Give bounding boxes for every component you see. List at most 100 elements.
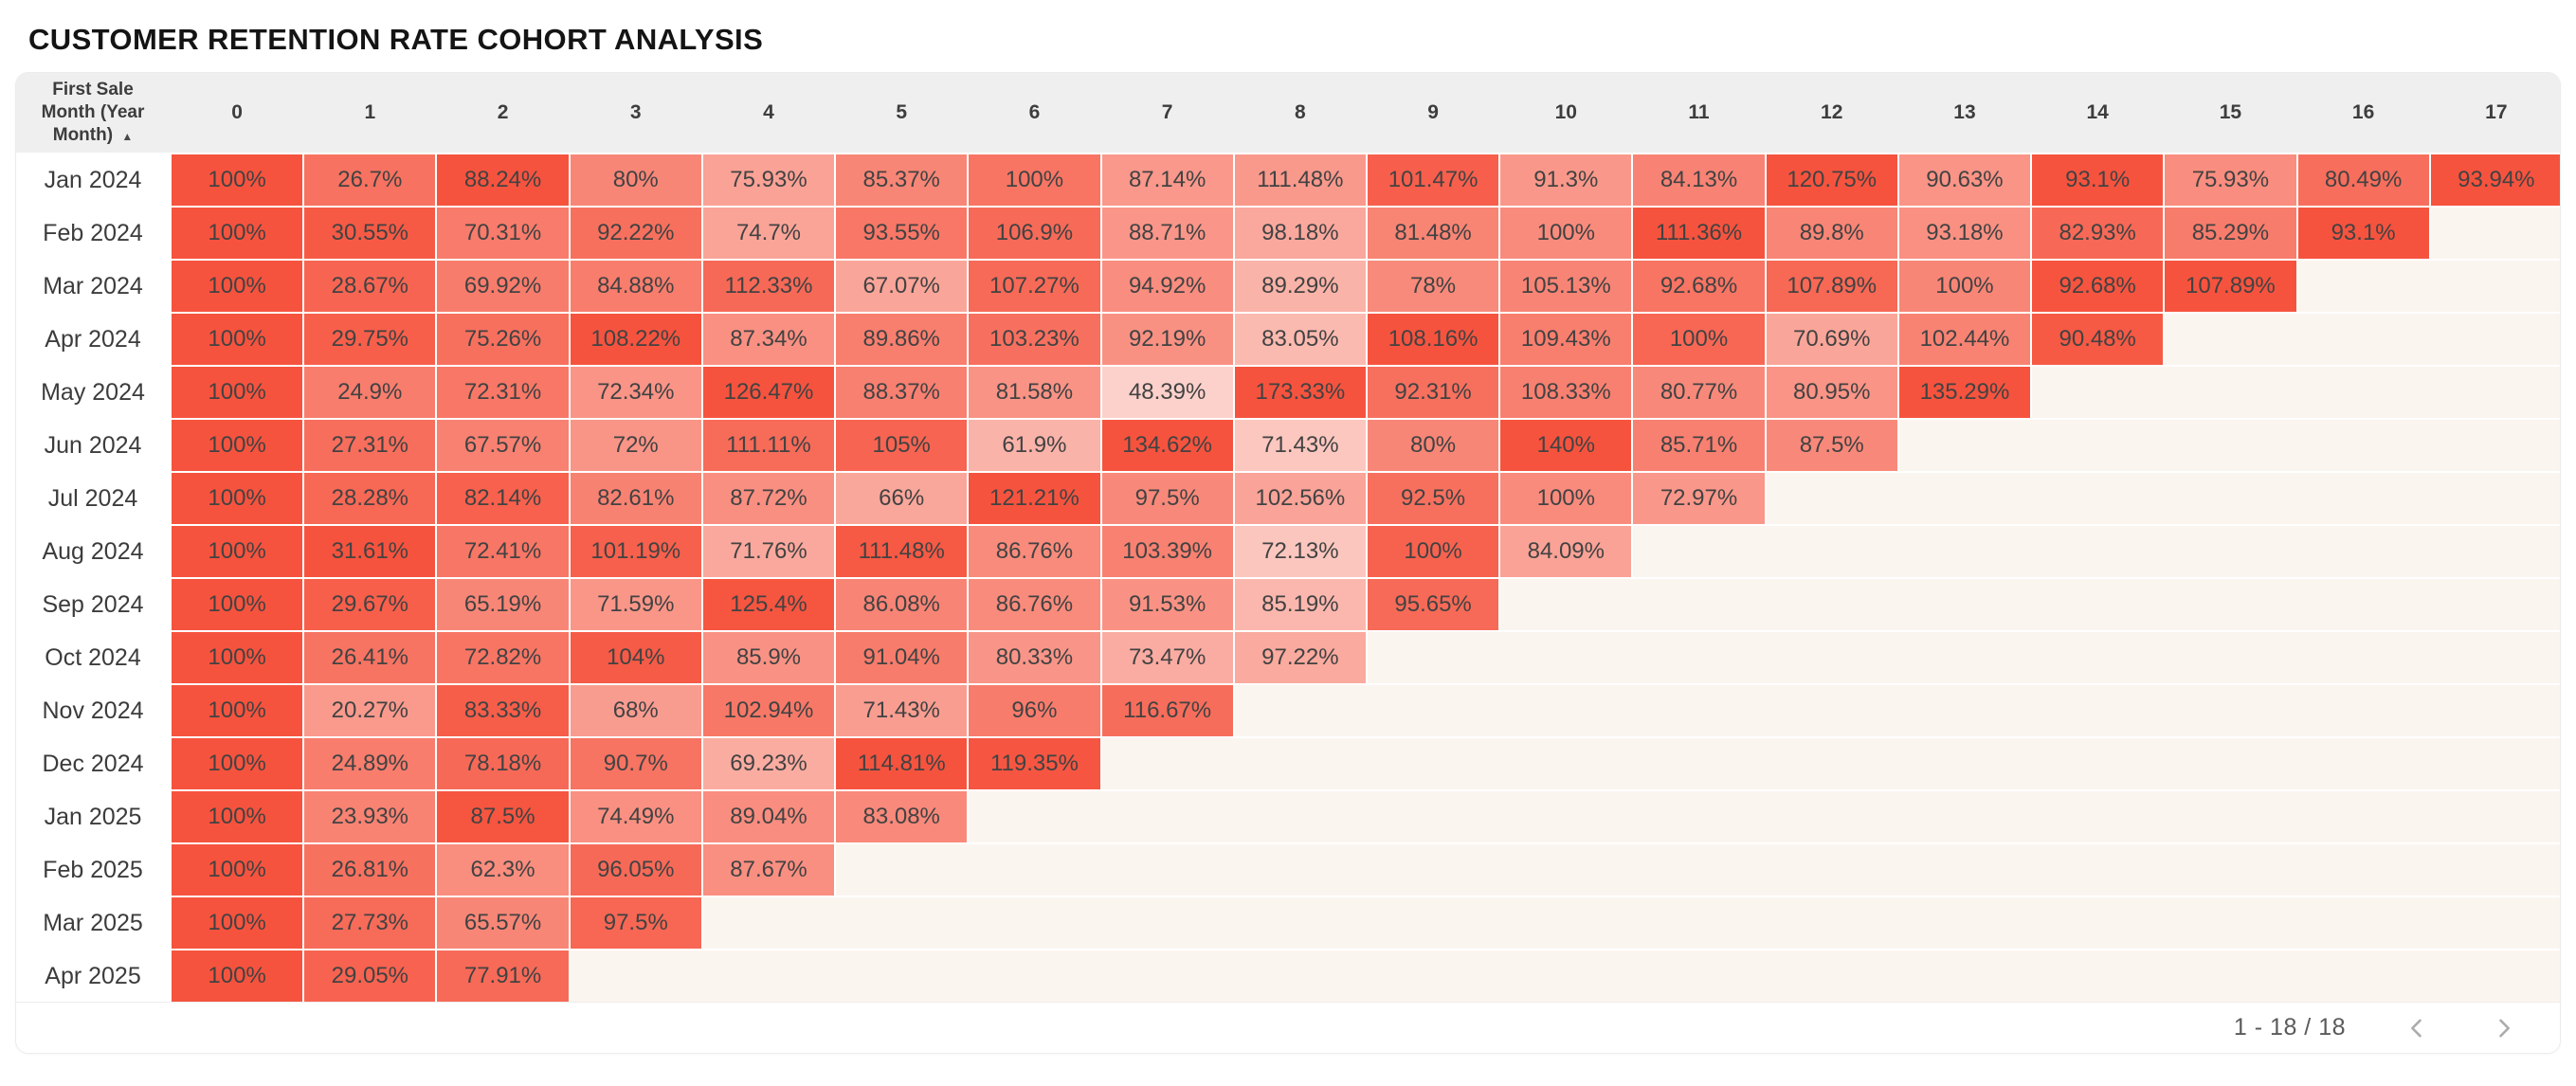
row-label: Aug 2024	[16, 526, 170, 577]
heatmap-cell: 71.76%	[702, 526, 835, 577]
heatmap-cell: 100%	[172, 950, 303, 1002]
heatmap-cell: 62.3%	[437, 844, 569, 896]
row-label: Feb 2025	[16, 844, 170, 896]
heatmap-cell: 80.49%	[2297, 154, 2429, 206]
empty-cells	[2032, 367, 2560, 418]
heatmap-cell: 24.89%	[304, 738, 436, 789]
heatmap-cell: 26.7%	[304, 154, 436, 206]
heatmap-cell: 173.33%	[1234, 367, 1366, 418]
heatmap-cell: 104%	[570, 632, 701, 683]
column-header-8[interactable]: 8	[1295, 101, 1306, 123]
row-label: Feb 2024	[16, 208, 170, 259]
sort-ascending-icon: ▲	[121, 130, 134, 144]
heatmap-cell: 80.33%	[969, 632, 1100, 683]
heatmap-cell: 87.5%	[1766, 420, 1897, 471]
heatmap-cell: 72.31%	[437, 367, 569, 418]
heatmap-cell: 100%	[1898, 261, 2031, 312]
heatmap-cell: 90.48%	[2032, 314, 2164, 365]
heatmap-cell: 72.34%	[570, 367, 701, 418]
column-header-9[interactable]: 9	[1427, 101, 1439, 123]
heatmap-cell: 80.77%	[1633, 367, 1765, 418]
heatmap-cell: 84.88%	[570, 261, 701, 312]
heatmap-cell: 31.61%	[304, 526, 436, 577]
heatmap-cell: 75.93%	[2165, 154, 2296, 206]
heatmap-cell: 100%	[1500, 208, 1632, 259]
column-header-12[interactable]: 12	[1821, 101, 1843, 123]
heatmap-cell: 100%	[172, 367, 303, 418]
column-header-14[interactable]: 14	[2086, 101, 2109, 123]
heatmap-cell: 87.34%	[702, 314, 835, 365]
heatmap-cell: 134.62%	[1101, 420, 1233, 471]
heatmap-cell: 83.33%	[437, 685, 569, 736]
heatmap-cell: 92.5%	[1367, 473, 1499, 524]
heatmap-cell: 78%	[1367, 261, 1499, 312]
column-header-0[interactable]: 0	[231, 101, 243, 123]
heatmap-cell: 28.67%	[304, 261, 436, 312]
column-header-6[interactable]: 6	[1028, 101, 1041, 123]
row-header-first-sale-month[interactable]: First Sale Month (Year Month) ▲	[16, 73, 170, 153]
column-header-4[interactable]: 4	[763, 101, 774, 123]
heatmap-cell: 90.7%	[570, 738, 701, 789]
heatmap-cell: 26.41%	[304, 632, 436, 683]
empty-cells	[2297, 261, 2560, 312]
heatmap-cell: 87.5%	[437, 791, 569, 842]
heatmap-cell: 80%	[570, 154, 701, 206]
heatmap-cell: 69.23%	[702, 738, 835, 789]
cohort-row: Jul 2024 100% 28.28% 82.14% 82.61% 87.72% 66% 1…	[16, 473, 2560, 524]
empty-cells	[1234, 685, 2560, 736]
heatmap-cell: 116.67%	[1101, 685, 1233, 736]
heatmap-cell: 102.94%	[702, 685, 835, 736]
heatmap-cell: 85.37%	[836, 154, 968, 206]
pagination-bar: 1 - 18 / 18	[16, 1002, 2560, 1053]
heatmap-cell: 100%	[172, 473, 303, 524]
heatmap-cell: 82.93%	[2032, 208, 2164, 259]
heatmap-cell: 28.28%	[304, 473, 436, 524]
heatmap-cell: 112.33%	[702, 261, 835, 312]
column-header-5[interactable]: 5	[896, 101, 908, 123]
heatmap-cell: 88.71%	[1101, 208, 1233, 259]
heatmap-cell: 98.18%	[1234, 208, 1366, 259]
column-header-15[interactable]: 15	[2219, 101, 2242, 123]
row-label: Jan 2025	[16, 791, 170, 842]
column-header-16[interactable]: 16	[2351, 101, 2375, 123]
heatmap-cell: 84.13%	[1633, 154, 1765, 206]
column-header-10[interactable]: 10	[1554, 101, 1577, 123]
cohort-row: Feb 2024 100% 30.55% 70.31% 92.22% 74.7% 93.55…	[16, 208, 2560, 259]
cohort-row: Feb 2025 100% 26.81% 62.3% 96.05% 87.67%	[16, 844, 2560, 896]
empty-cells	[2430, 208, 2560, 259]
column-header-3[interactable]: 3	[629, 101, 642, 123]
column-header-1[interactable]: 1	[364, 101, 376, 123]
heatmap-cell: 68%	[570, 685, 701, 736]
heatmap-cell: 101.47%	[1367, 154, 1499, 206]
heatmap-cell: 97.22%	[1234, 632, 1366, 683]
heatmap-cell: 93.1%	[2032, 154, 2164, 206]
heatmap-cell: 29.75%	[304, 314, 436, 365]
column-header-2[interactable]: 2	[497, 101, 509, 123]
heatmap-cell: 72.13%	[1234, 526, 1366, 577]
column-header-17[interactable]: 17	[2485, 101, 2508, 123]
heatmap-cell: 70.31%	[437, 208, 569, 259]
cohort-row: Mar 2024 100% 28.67% 69.92% 84.88% 112.33% 67.…	[16, 261, 2560, 312]
column-header-11[interactable]: 11	[1688, 101, 1710, 123]
next-page-button[interactable]	[2488, 1012, 2520, 1044]
heatmap-cell: 23.93%	[304, 791, 436, 842]
row-label: Apr 2025	[16, 950, 170, 1002]
cohort-row: Jan 2025 100% 23.93% 87.5% 74.49% 89.04% 83.08…	[16, 791, 2560, 842]
column-header-13[interactable]: 13	[1953, 101, 1976, 123]
heatmap-cell: 48.39%	[1101, 367, 1233, 418]
heatmap-cell: 92.22%	[570, 208, 701, 259]
heatmap-cell: 100%	[172, 632, 303, 683]
previous-page-button[interactable]	[2401, 1012, 2433, 1044]
empty-cells	[702, 897, 2560, 949]
heatmap-cell: 72.97%	[1633, 473, 1765, 524]
cohort-row: Oct 2024 100% 26.41% 72.82% 104% 85.9% 91.04% 8…	[16, 632, 2560, 683]
row-label: Jan 2024	[16, 154, 170, 206]
empty-cells	[1766, 473, 2560, 524]
column-header-7[interactable]: 7	[1161, 101, 1173, 123]
chevron-right-icon	[2499, 1019, 2510, 1037]
heatmap-cell: 96%	[969, 685, 1100, 736]
heatmap-cell: 103.39%	[1101, 526, 1233, 577]
heatmap-cell: 100%	[172, 314, 303, 365]
heatmap-cell: 71.59%	[570, 579, 701, 630]
